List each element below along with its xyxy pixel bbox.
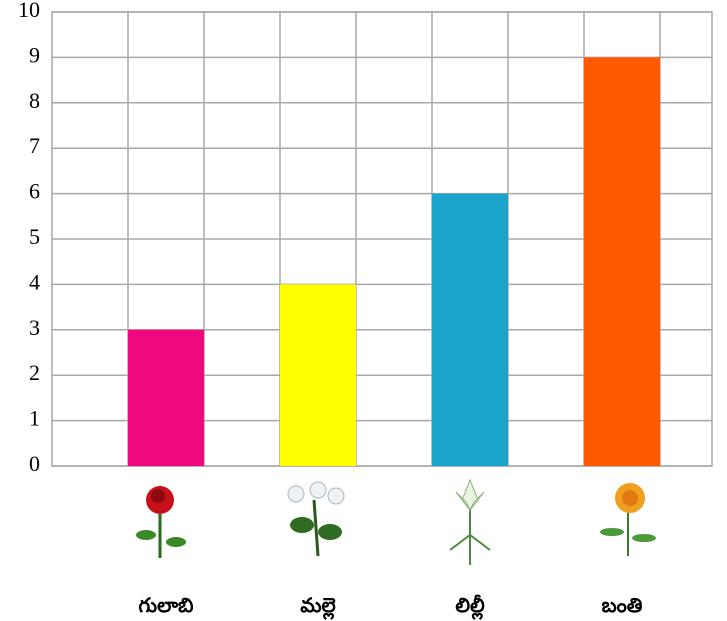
y-tick-label: 0 <box>29 451 40 476</box>
x-tick-label: మల్లె <box>300 593 335 620</box>
y-tick-label: 4 <box>29 269 40 294</box>
y-tick-label: 8 <box>29 88 40 113</box>
jasmine-icon <box>287 481 345 557</box>
marigold-icon <box>600 483 656 556</box>
y-tick-label: 5 <box>29 224 40 249</box>
y-tick-label: 2 <box>29 360 40 385</box>
lily-icon <box>449 478 491 565</box>
y-tick-label: 1 <box>29 406 40 431</box>
y-tick-label: 7 <box>29 133 40 158</box>
bar <box>584 57 660 467</box>
y-tick-label: 9 <box>29 42 40 67</box>
y-tick-label: 3 <box>29 315 40 340</box>
x-tick-label: గులాబి <box>139 593 195 617</box>
x-tick-label: లిల్లీ <box>455 593 485 620</box>
plot-frame <box>51 11 713 467</box>
bar <box>128 329 204 466</box>
bar <box>280 284 356 466</box>
flower-icons <box>136 478 656 565</box>
rose-icon <box>136 486 186 558</box>
x-tick-label: బంతి <box>602 593 643 617</box>
y-tick-label: 10 <box>18 0 40 22</box>
y-tick-label: 6 <box>29 179 40 204</box>
bar <box>432 193 508 466</box>
